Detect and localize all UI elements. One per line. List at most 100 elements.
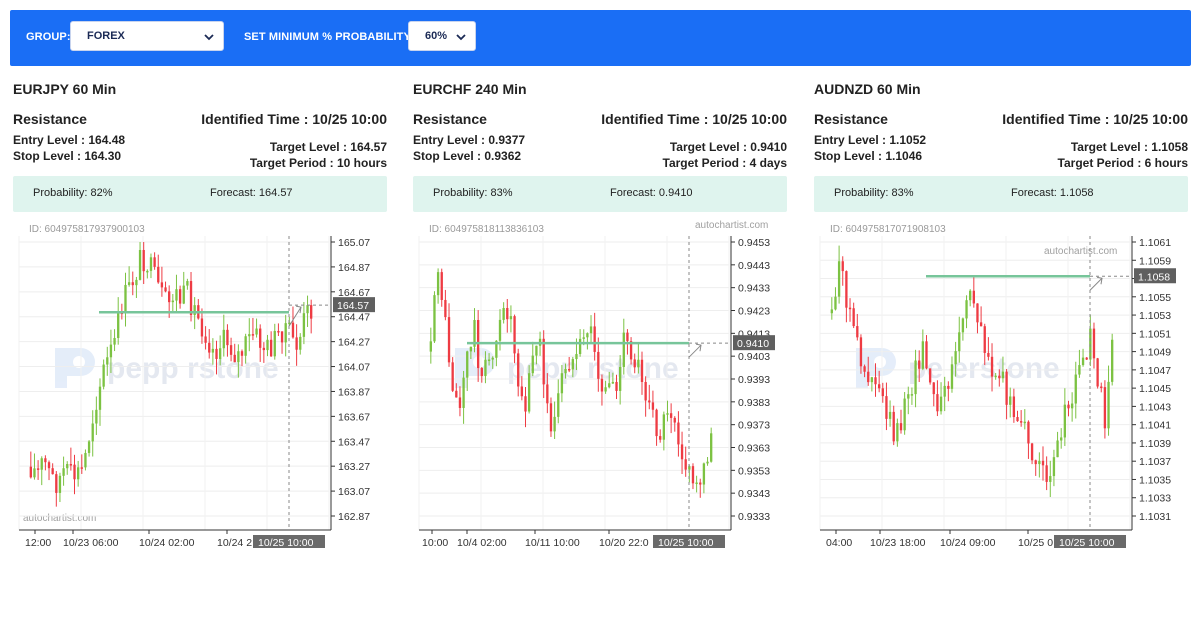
candle — [215, 340, 218, 375]
candle — [248, 318, 251, 352]
candle — [910, 387, 914, 405]
candle — [998, 369, 1001, 387]
x-tick-label: 10/20 22:0 — [599, 537, 649, 548]
candle — [852, 302, 855, 329]
candle — [480, 367, 483, 383]
candlestick-chart[interactable]: ID: 604975817071908103 autochartist.com pe… — [812, 218, 1188, 548]
candles — [429, 268, 713, 498]
candle — [1060, 428, 1063, 449]
candle — [976, 303, 979, 334]
y-tick-label: 0.9443 — [738, 260, 770, 272]
chevron-down-icon — [456, 34, 466, 41]
candle — [98, 378, 102, 426]
y-tick-label: 163.47 — [338, 436, 370, 448]
candle — [1056, 431, 1059, 458]
chart-id: ID: 604975818113836103 — [429, 224, 544, 235]
candle — [509, 305, 513, 333]
x-tick-label: 04:00 — [826, 537, 852, 548]
candle — [117, 297, 120, 345]
candles — [29, 242, 313, 507]
candle — [153, 252, 156, 270]
y-tick-label: 1.1033 — [1139, 493, 1171, 505]
candle — [1041, 446, 1045, 481]
signal-card-audnzd[interactable]: AUDNZD 60 Min Resistance Identified Time… — [812, 78, 1188, 548]
candlestick-chart[interactable]: ID: 604975818113836103 autochartist.compe… — [411, 218, 787, 548]
candle — [961, 317, 965, 341]
probability-panel: Probability: 82% Forecast: 164.57 — [13, 176, 387, 212]
candle — [233, 343, 236, 363]
candle — [845, 270, 848, 323]
candle — [1081, 348, 1085, 367]
candle — [549, 397, 553, 437]
current-time-text: 10/25 10:00 — [658, 537, 714, 548]
candle — [1092, 322, 1096, 369]
arrow-head-icon — [295, 305, 302, 314]
candle — [618, 355, 622, 405]
candle — [666, 400, 669, 422]
candle — [36, 460, 40, 480]
probability-select[interactable]: 60% — [408, 21, 476, 51]
candle — [907, 386, 910, 415]
y-tick-label: 0.9433 — [738, 283, 770, 295]
current-time-label: 10/25 10:00 — [253, 535, 325, 548]
candle — [436, 268, 440, 304]
candle — [1034, 459, 1037, 476]
candle — [863, 364, 866, 378]
candle — [691, 463, 695, 490]
x-tick-label: 10/11 10:00 — [525, 537, 580, 548]
candle — [1012, 388, 1016, 423]
chevron-down-icon — [204, 34, 214, 41]
target-level: Target Level : 164.57 — [269, 140, 387, 154]
level-price-text: 164.57 — [337, 300, 369, 312]
group-select[interactable]: FOREX — [70, 21, 224, 51]
y-tick-label: 1.1049 — [1139, 347, 1171, 359]
candle — [44, 455, 47, 471]
candle — [251, 317, 255, 341]
candle — [527, 365, 531, 414]
candle — [1038, 452, 1041, 478]
candle — [702, 462, 706, 494]
candle — [841, 256, 844, 286]
candle — [440, 268, 443, 307]
y-tick-label: 0.9393 — [738, 374, 770, 386]
candle — [896, 418, 899, 447]
candle — [1096, 357, 1099, 389]
x-tick-label: 10:00 — [422, 537, 448, 548]
stop-level: Stop Level : 164.30 — [13, 149, 122, 163]
candle — [451, 357, 454, 393]
y-tick-label: 1.1055 — [1139, 292, 1171, 304]
candle — [146, 269, 149, 279]
chart-grid — [18, 236, 330, 530]
candlestick-chart[interactable]: ID: 604975817937900103 autochartist.com pe… — [11, 218, 387, 548]
y-tick-label: 1.1045 — [1139, 383, 1171, 395]
candle — [947, 381, 950, 402]
candle — [987, 337, 990, 361]
probability-panel: Probability: 83% Forecast: 1.1058 — [814, 176, 1188, 212]
candle — [914, 349, 917, 408]
level-price-label: 1.1058 — [1134, 268, 1176, 284]
candle — [1023, 409, 1026, 430]
candle — [648, 384, 651, 410]
level-price-text: 0.9410 — [737, 338, 769, 350]
signal-card-eurchf[interactable]: EURCHF 240 Min Resistance Identified Tim… — [411, 78, 787, 548]
signal-card-eurjpy[interactable]: EURJPY 60 Min Resistance Identified Time… — [11, 78, 387, 548]
x-tick-label: 10/24 2 — [217, 537, 252, 548]
candle — [495, 340, 498, 367]
candle — [589, 315, 593, 344]
candle — [55, 471, 58, 507]
y-tick-label: 165.07 — [338, 237, 370, 249]
candle — [182, 271, 185, 305]
candle — [29, 451, 32, 479]
candle — [1009, 387, 1012, 418]
level-price-text: 1.1058 — [1138, 271, 1170, 283]
brand-watermark: pepp rstone — [107, 352, 279, 385]
forecast-arrow-icon — [1089, 277, 1103, 291]
candle — [200, 308, 204, 344]
candle — [160, 266, 164, 297]
candle — [433, 291, 436, 343]
candle — [240, 349, 244, 367]
chart-title: EURJPY 60 Min — [13, 81, 117, 97]
y-tick-label: 1.1053 — [1139, 310, 1171, 322]
y-tick-label: 164.07 — [338, 362, 370, 374]
candle — [91, 410, 94, 457]
